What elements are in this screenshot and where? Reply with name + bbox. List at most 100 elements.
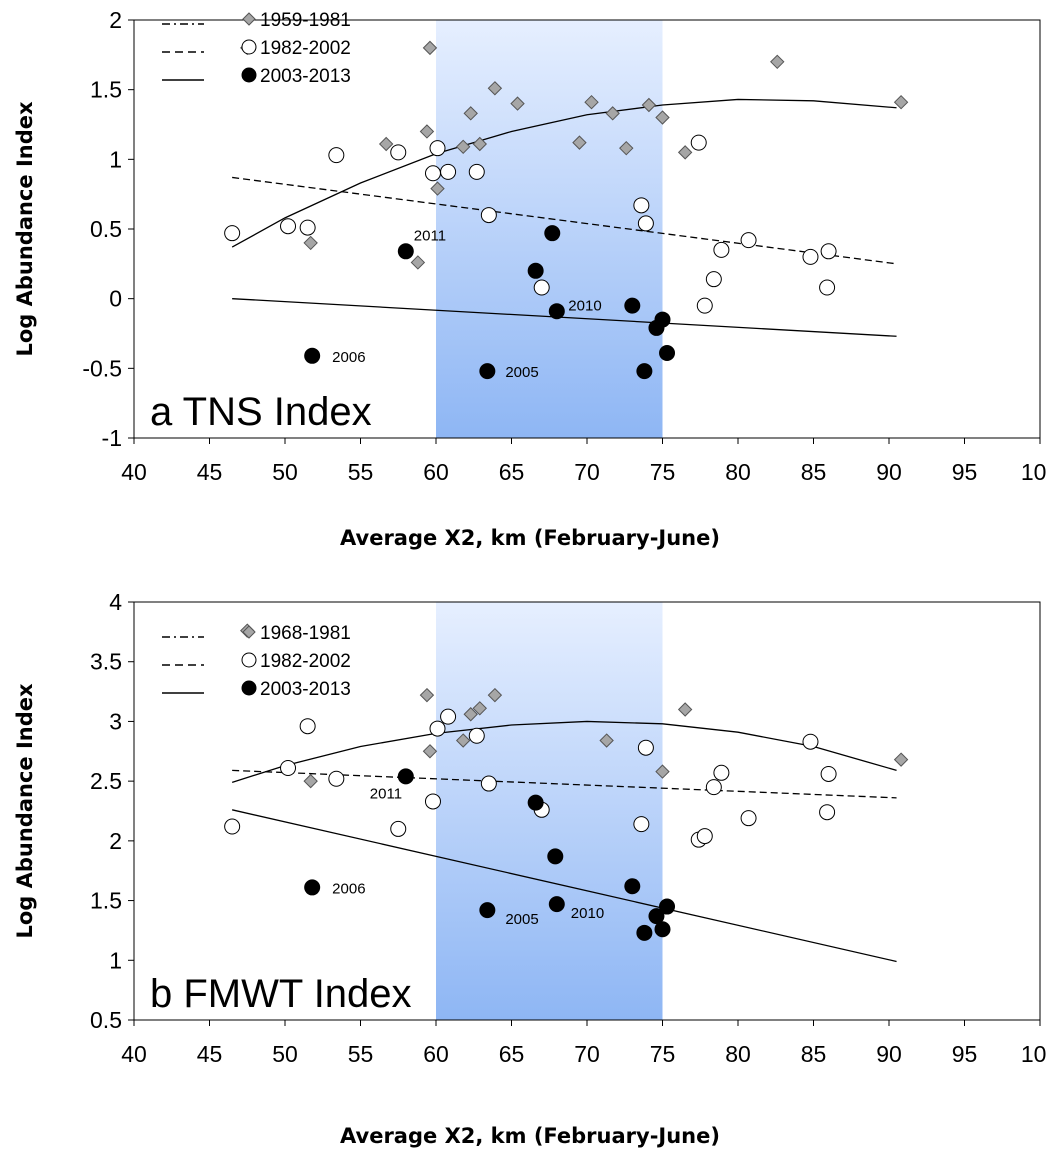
point-1982-2002 [690,134,707,151]
point-1959-1981 [677,145,693,160]
legend-marker [241,652,257,668]
point-1968-1981 [893,752,909,767]
point-1959-1981 [619,140,634,156]
point-1959-1981 [641,97,657,113]
trend-line-2003-2013 [232,809,897,963]
y-tick-label: -1 [102,425,122,451]
point-2003-2013 [544,225,561,242]
point-1982-2002 [633,816,650,833]
point-1982-2002 [424,165,441,182]
point-1959-1981 [419,124,435,139]
y-tick-label: -0.5 [82,355,122,381]
y-tick-label: 2 [109,828,122,854]
point-1982-2002 [820,243,837,260]
point-1982-2002 [429,140,446,157]
point-1982-2002 [424,793,441,810]
year-annotation: 2010 [571,905,604,922]
legend-marker [241,39,257,55]
x-tick-label: 40 [121,459,147,485]
point-1959-1981 [572,135,587,150]
point-1968-1981 [463,707,478,722]
point-1982-2002 [390,144,407,161]
y-tick-label: 0 [109,286,122,312]
x-axis-title: Average X2, km (February-June) [340,526,720,550]
x-tick-label: 40 [121,1041,147,1067]
y-tick-label: 2.5 [90,768,122,794]
x-tick-label: 80 [725,1041,751,1067]
point-1982-2002 [280,760,297,777]
point-1968-1981 [472,701,487,716]
point-2003-2013 [397,768,414,785]
point-2003-2013 [548,896,565,913]
legend-label: 2003-2013 [260,66,351,87]
legend-label: 1968-1981 [260,623,351,644]
point-1982-2002 [299,718,316,735]
x-tick-label: 45 [197,1041,223,1067]
point-2003-2013 [479,363,496,380]
point-1982-2002 [802,248,819,265]
year-annotation: 2011 [370,785,402,802]
point-1968-1981 [419,687,435,703]
point-2003-2013 [624,878,641,895]
point-1959-1981 [655,110,670,125]
x-tick-label: 60 [423,1041,449,1067]
point-1968-1981 [599,733,614,748]
point-1982-2002 [740,810,757,827]
point-2003-2013 [547,848,564,865]
point-2003-2013 [527,262,544,279]
point-1968-1981 [303,773,318,789]
point-1982-2002 [819,279,836,296]
y-tick-label: 1.5 [90,888,122,914]
legend-marker [242,625,256,639]
x-tick-label: 90 [876,1041,902,1067]
legend-marker [241,67,257,83]
x-tick-label: 70 [574,459,600,485]
y-tick-label: 4 [109,589,122,615]
y-tick-label: 3 [109,708,122,734]
panel-b-fmwt-chart: 0.5 1 1.5 2 2.5 3 3.5 4 40 45 50 55 60 65 70 75 80 85 90 95… [13,589,1047,1148]
point-1959-1981 [487,81,503,96]
x-tick-label: 90 [876,459,902,485]
y-tick-label: 1 [109,146,122,172]
point-1982-2002 [820,765,837,782]
x-tick-label: 65 [499,459,525,485]
point-1959-1981 [430,181,445,196]
point-2003-2013 [654,311,671,328]
point-2003-2013 [304,879,321,896]
point-2003-2013 [548,303,565,320]
point-1959-1981 [378,136,394,152]
point-1959-1981 [770,54,785,70]
panel-title: a TNS Index [150,390,372,434]
point-1982-2002 [802,733,819,750]
x-tick-label: 85 [801,1041,827,1067]
point-1959-1981 [303,235,318,251]
point-1968-1981 [422,744,438,759]
point-1982-2002 [440,163,457,180]
x-tick-label: 55 [348,1041,374,1067]
point-1982-2002 [280,218,297,235]
x-tick-label: 60 [423,459,449,485]
x-tick-label: 80 [725,459,751,485]
point-1982-2002 [705,271,722,288]
legend: 1959-1981 1982-2002 2003-2013 [162,10,351,87]
point-1982-2002 [533,279,550,296]
point-1982-2002 [819,804,836,821]
x-axis-title: Average X2, km (February-June) [340,1124,720,1148]
y-axis-title: Log Abundance Index [13,101,37,357]
point-1982-2002 [328,147,345,164]
point-1959-1981 [584,94,599,110]
x-tick-label: 75 [650,459,676,485]
point-1982-2002 [713,764,730,781]
point-1959-1981 [605,106,620,121]
legend-marker [241,680,257,696]
x-tick-label: 100 [1021,459,1047,485]
point-1959-1981 [510,96,525,111]
point-1982-2002 [480,775,497,792]
point-1982-2002 [637,215,654,232]
x-tick-label: 50 [272,1041,298,1067]
point-1982-2002 [696,828,713,845]
y-tick-label: 0.5 [90,1007,122,1033]
x-tick-label: 100 [1021,1041,1047,1067]
point-1982-2002 [633,197,650,214]
